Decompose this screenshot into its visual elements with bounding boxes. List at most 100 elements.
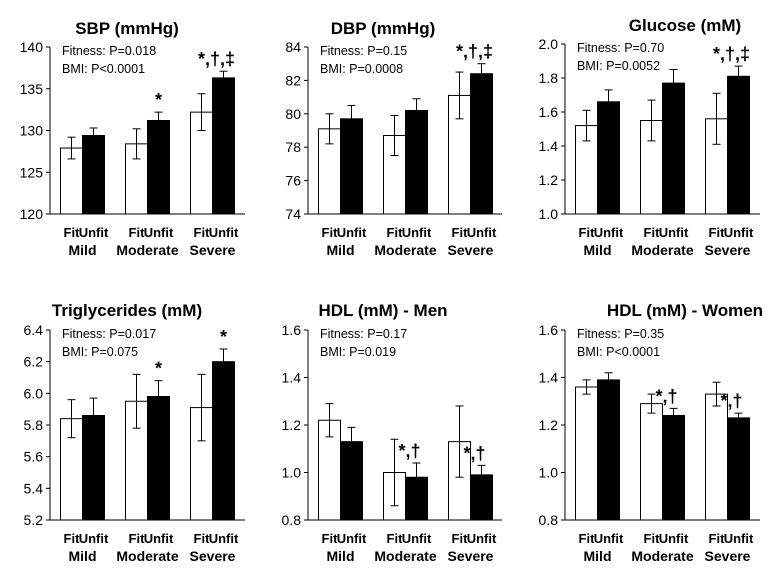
group-label: Severe xyxy=(705,548,751,564)
stats-label: Fitness: P=0.018 xyxy=(62,44,156,58)
bar-label: Fit xyxy=(452,531,469,546)
significance-marker: *,†,‡ xyxy=(198,49,235,69)
significance-marker: * xyxy=(155,90,162,110)
y-tick-label: 1.6 xyxy=(539,104,559,120)
group-label: Mild xyxy=(327,242,355,258)
y-tick-label: 1.6 xyxy=(539,322,559,338)
bar-fit xyxy=(575,386,598,521)
significance-marker: *,†,‡ xyxy=(456,42,493,62)
bar-label: Fit xyxy=(194,225,211,240)
bar-label: Unfit xyxy=(724,531,754,546)
bar-label: Fit xyxy=(579,531,596,546)
bar-label: Unfit xyxy=(659,225,689,240)
y-tick-label: 130 xyxy=(20,123,44,139)
bar-unfit xyxy=(405,109,428,215)
bar-label: Fit xyxy=(709,531,726,546)
bar-unfit xyxy=(147,119,170,215)
y-tick-label: 1.2 xyxy=(539,172,559,188)
y-tick-label: 1.2 xyxy=(282,417,302,433)
y-tick-label: 82 xyxy=(285,72,301,88)
bar-label: Unfit xyxy=(402,225,432,240)
bar-label: Unfit xyxy=(402,531,432,546)
group-label: Mild xyxy=(69,242,97,258)
group-label: Mild xyxy=(584,548,612,564)
chart-title: SBP (mmHg) xyxy=(75,19,179,38)
group-label: Mild xyxy=(69,548,97,564)
stats-label: Fitness: P=0.35 xyxy=(577,327,664,341)
chart-title: Glucose (mM) xyxy=(629,16,741,35)
chart-title: HDL (mM) - Women xyxy=(607,301,763,320)
y-tick-label: 120 xyxy=(20,206,44,222)
bar-unfit xyxy=(597,101,620,215)
group-label: Mild xyxy=(584,242,612,258)
group-label: Severe xyxy=(448,242,494,258)
bar-label: Fit xyxy=(644,225,661,240)
bar-label: Unfit xyxy=(594,531,624,546)
bar-unfit xyxy=(727,417,750,521)
y-tick-label: 78 xyxy=(285,139,301,155)
chart-title: Triglycerides (mM) xyxy=(52,301,202,320)
y-tick-label: 5.4 xyxy=(24,480,44,496)
stats-label: Fitness: P=0.017 xyxy=(62,327,156,341)
bar-label: Fit xyxy=(709,225,726,240)
bar-fit xyxy=(705,393,728,521)
bar-label: Fit xyxy=(322,531,339,546)
y-tick-label: 6.4 xyxy=(24,322,44,338)
bar-label: Fit xyxy=(644,531,661,546)
bar-unfit xyxy=(82,135,105,215)
bar-unfit xyxy=(147,396,170,521)
y-tick-label: 2.0 xyxy=(539,36,559,52)
bar-label: Unfit xyxy=(594,225,624,240)
bar-unfit xyxy=(212,77,235,215)
bar-unfit xyxy=(470,73,493,215)
group-label: Severe xyxy=(190,242,236,258)
y-tick-label: 0.8 xyxy=(539,512,559,528)
significance-marker: *,† xyxy=(655,386,677,406)
bar-label: Unfit xyxy=(337,225,367,240)
stats-label: BMI: P=0.075 xyxy=(62,345,138,359)
y-tick-label: 135 xyxy=(20,81,44,97)
bar-label: Unfit xyxy=(144,531,174,546)
stats-label: Fitness: P=0.15 xyxy=(320,44,407,58)
bar-label: Unfit xyxy=(724,225,754,240)
y-tick-label: 125 xyxy=(20,164,44,180)
chart-title: DBP (mmHg) xyxy=(331,19,436,38)
bar-label: Unfit xyxy=(144,225,174,240)
bar-label: Unfit xyxy=(659,531,689,546)
y-tick-label: 1.4 xyxy=(539,138,559,154)
y-tick-label: 1.0 xyxy=(539,465,559,481)
bar-unfit xyxy=(662,82,685,215)
bar-unfit xyxy=(597,379,620,521)
y-tick-label: 84 xyxy=(285,39,301,55)
y-tick-label: 74 xyxy=(285,206,301,222)
y-tick-label: 1.0 xyxy=(282,465,302,481)
stats-label: BMI: P=0.0008 xyxy=(320,62,403,76)
y-tick-label: 1.8 xyxy=(539,70,559,86)
bar-label: Fit xyxy=(387,225,404,240)
bar-unfit xyxy=(340,118,363,215)
stats-label: Fitness: P=0.70 xyxy=(577,41,664,55)
y-tick-label: 1.2 xyxy=(539,417,559,433)
bar-unfit xyxy=(662,415,685,521)
y-tick-label: 1.4 xyxy=(539,370,559,386)
bar-fit xyxy=(640,403,663,521)
y-tick-label: 1.0 xyxy=(539,206,559,222)
group-label: Moderate xyxy=(116,548,178,564)
y-tick-label: 1.4 xyxy=(282,370,302,386)
group-label: Severe xyxy=(448,548,494,564)
significance-marker: *,† xyxy=(720,391,742,411)
bar-label: Unfit xyxy=(209,531,239,546)
significance-marker: *,† xyxy=(463,443,485,463)
bar-label: Fit xyxy=(579,225,596,240)
group-label: Mild xyxy=(327,548,355,564)
y-tick-label: 76 xyxy=(285,173,301,189)
stats-label: BMI: P=0.019 xyxy=(320,345,396,359)
y-tick-label: 6.2 xyxy=(24,354,44,370)
bar-label: Unfit xyxy=(337,531,367,546)
bar-label: Unfit xyxy=(79,531,109,546)
bar-label: Fit xyxy=(64,531,81,546)
y-tick-label: 5.6 xyxy=(24,449,44,465)
group-label: Moderate xyxy=(374,242,436,258)
y-tick-label: 80 xyxy=(285,106,301,122)
